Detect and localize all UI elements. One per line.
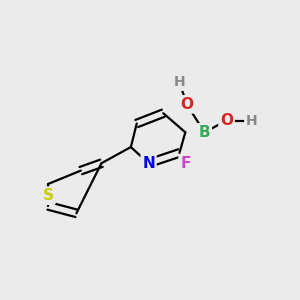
Text: H: H <box>246 114 257 128</box>
Text: O: O <box>180 97 193 112</box>
Text: F: F <box>180 156 190 171</box>
Text: B: B <box>199 125 210 140</box>
Text: S: S <box>43 188 54 203</box>
Text: H: H <box>174 75 185 89</box>
Text: N: N <box>142 156 155 171</box>
Text: O: O <box>220 113 233 128</box>
